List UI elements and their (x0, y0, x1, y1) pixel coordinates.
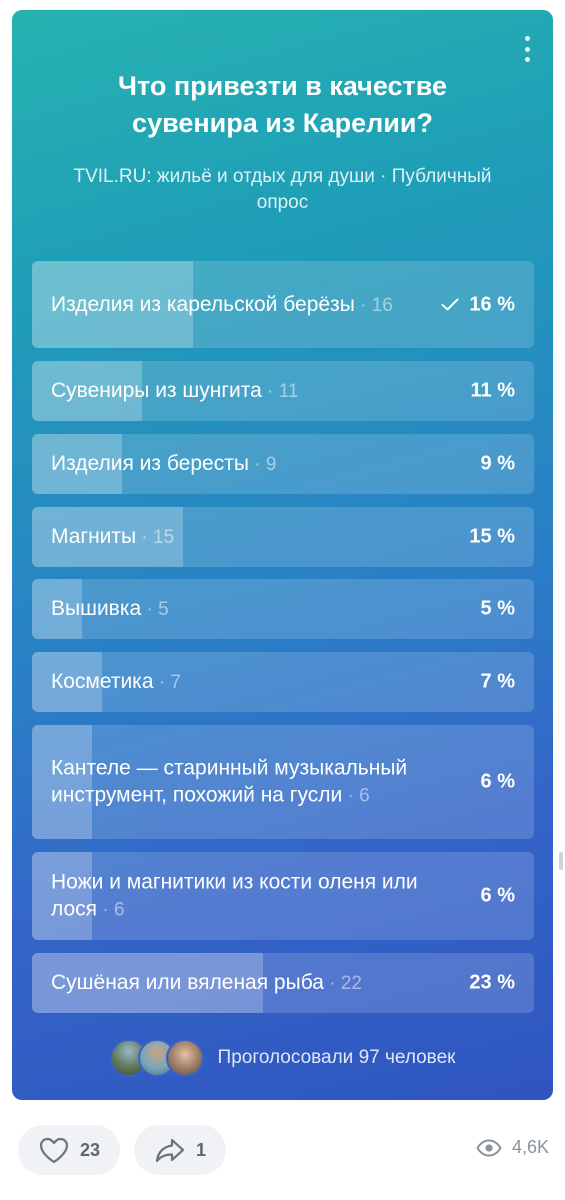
poll-option-label: Сушёная или вяленая рыба22 (51, 969, 434, 997)
poll-option[interactable]: Косметика7 7 % (32, 652, 534, 712)
eye-icon (476, 1138, 502, 1157)
poll-option-count: 7 (154, 672, 181, 693)
like-button[interactable]: 23 (18, 1125, 120, 1175)
poll-option[interactable]: Вышивка5 5 % (32, 579, 534, 639)
poll-title: Что привезти в качестве сувенира из Каре… (117, 71, 448, 138)
poll-option-label: Изделия из карельской берёзы16 (51, 291, 434, 319)
poll-option[interactable]: Сувениры из шунгита11 11 % (32, 361, 534, 421)
poll-option-label: Сувениры из шунгита11 (51, 377, 434, 405)
poll-option-label: Изделия из бересты9 (51, 450, 434, 478)
poll-option-percent: 15 % (469, 525, 515, 548)
poll-option[interactable]: Изделия из карельской берёзы16 16 % (32, 261, 534, 348)
poll-option[interactable]: Сушёная или вяленая рыба22 23 % (32, 953, 534, 1013)
share-count: 1 (195, 1139, 206, 1160)
views-counter: 4,6K (476, 1137, 549, 1158)
poll-option-fill (32, 725, 93, 839)
poll-option-percent: 7 % (480, 670, 515, 693)
scrollbar-thumb[interactable] (559, 852, 563, 870)
like-count: 23 (79, 1139, 100, 1160)
views-count: 4,6K (511, 1137, 549, 1157)
poll-option-fill (32, 507, 183, 567)
poll-option-fill (32, 652, 103, 712)
poll-option-percent: 11 % (470, 379, 515, 402)
poll-option-fill (32, 953, 263, 1013)
voter-avatars[interactable] (109, 1039, 204, 1077)
voters-row[interactable]: Проголосовали 97 человек (12, 1038, 553, 1078)
poll-option-label: Кантеле — старинный музыкальный инструме… (51, 755, 434, 810)
poll-option-count: 6 (97, 900, 124, 921)
poll-option-count: 6 (342, 786, 369, 807)
poll-option-fill (32, 361, 143, 421)
poll-option-label: Магниты15 (51, 523, 434, 551)
poll-option-percent: 5 % (480, 597, 515, 620)
poll-option[interactable]: Кантеле — старинный музыкальный инструме… (32, 725, 534, 839)
more-vertical-icon[interactable] (523, 36, 531, 62)
poll-option-fill (32, 852, 93, 940)
poll-option-percent: 6 % (480, 884, 515, 907)
poll-option-count: 5 (141, 599, 168, 620)
poll-option-fill (32, 261, 193, 348)
share-arrow-icon (155, 1138, 185, 1163)
voters-count-text: Проголосовали 97 человек (217, 1047, 456, 1068)
poll-option-percent: 6 % (480, 770, 515, 793)
avatar (165, 1039, 204, 1077)
poll-option-count: 9 (249, 454, 276, 475)
poll-option[interactable]: Изделия из бересты9 9 % (32, 434, 534, 494)
check-icon (441, 298, 459, 311)
heart-icon (39, 1137, 69, 1164)
poll-option-count: 22 (324, 973, 362, 994)
poll-option-label: Вышивка5 (51, 595, 434, 623)
poll-option-count: 11 (262, 381, 299, 402)
post-footer: 23 1 4,6K (0, 1125, 565, 1177)
poll-option-percent: 16 % (441, 293, 515, 316)
poll-option[interactable]: Магниты15 15 % (32, 507, 534, 567)
poll-subtitle: TVIL.RU: жильё и отдых для души · Публич… (73, 166, 492, 213)
poll-option-fill (32, 434, 123, 494)
poll-option-count: 15 (136, 527, 174, 548)
share-button[interactable]: 1 (134, 1125, 226, 1175)
poll-option-fill (32, 579, 83, 639)
poll-card: Что привезти в качестве сувенира из Каре… (12, 10, 553, 1100)
poll-option-percent: 9 % (480, 452, 515, 475)
poll-option-count: 16 (355, 295, 393, 316)
poll-option[interactable]: Ножи и магнитики из кости оленя или лося… (32, 852, 534, 940)
poll-option-percent: 23 % (469, 971, 515, 994)
poll-option-label: Косметика7 (51, 668, 434, 696)
poll-option-label: Ножи и магнитики из кости оленя или лося… (51, 869, 434, 924)
